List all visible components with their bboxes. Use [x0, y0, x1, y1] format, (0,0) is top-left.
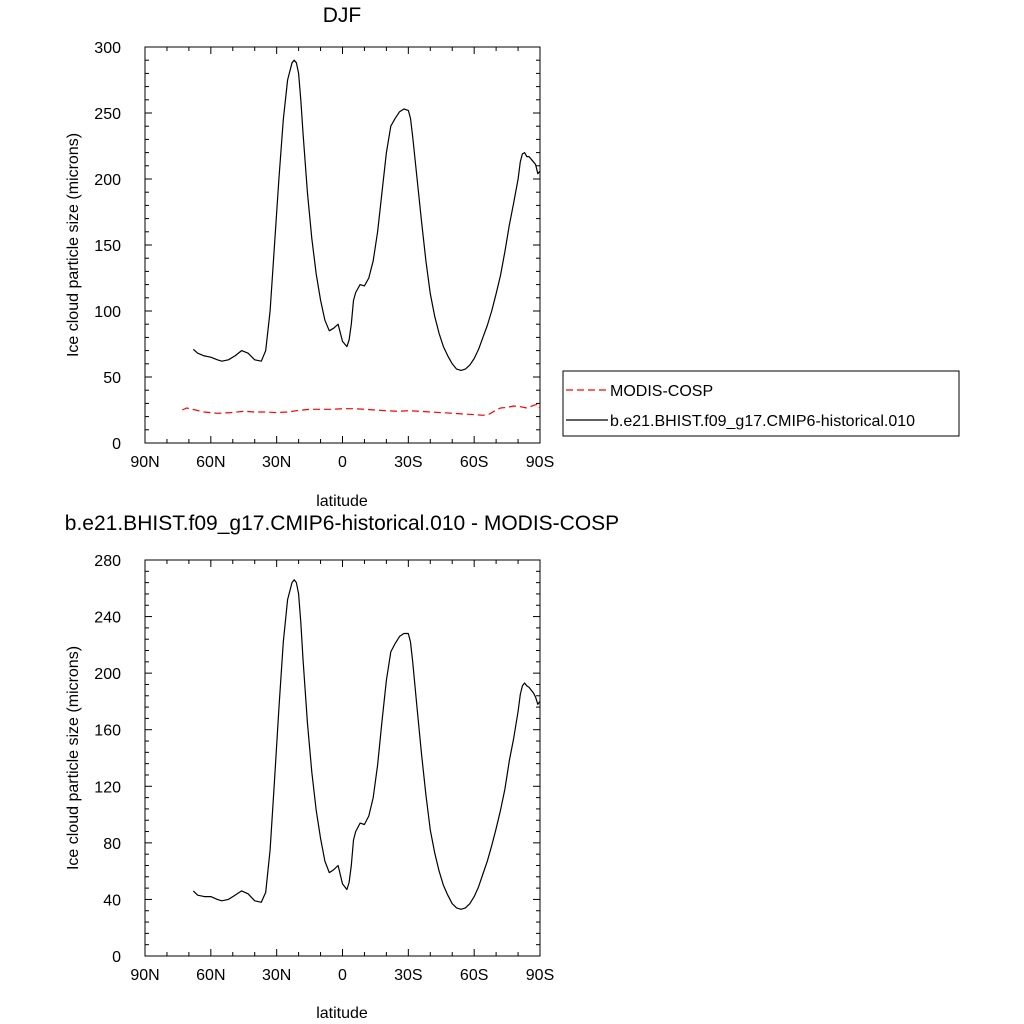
- bottom-x-tick-label: 90N: [130, 967, 159, 984]
- top-y-axis-label: Ice cloud particle size (microns): [65, 133, 82, 357]
- bottom-x-tick-label: 90S: [526, 967, 554, 984]
- bottom-panel: b.e21.BHIST.f09_g17.CMIP6-historical.010…: [65, 512, 619, 1022]
- top-x-tick-label: 0: [338, 454, 347, 471]
- bottom-y-axis-label: Ice cloud particle size (microns): [65, 646, 82, 870]
- bottom-x-tick-label: 30S: [394, 967, 422, 984]
- top-x-tick-label: 90N: [130, 454, 159, 471]
- bottom-x-axis-label: latitude: [316, 1005, 368, 1022]
- bottom-x-tick-label: 60S: [460, 967, 488, 984]
- top-series-line-modis: [182, 403, 541, 416]
- legend-label-model: b.e21.BHIST.f09_g17.CMIP6-historical.010: [610, 413, 915, 430]
- bottom-y-tick-label: 280: [94, 553, 121, 570]
- top-x-tick-label: 60S: [460, 454, 488, 471]
- bottom-y-tick-label: 0: [112, 949, 121, 966]
- bottom-y-tick-label: 200: [94, 666, 121, 683]
- top-x-tick-label: 90S: [526, 454, 554, 471]
- top-y-tick-label: 150: [94, 238, 121, 255]
- top-panel: DJF 90N 60N 30N 0 30S 60S 90S 0 50 100 150 200 250 30…: [65, 4, 554, 510]
- top-y-tick-label: 300: [94, 40, 121, 57]
- top-x-tick-label: 30N: [262, 454, 291, 471]
- bottom-y-tick-label: 40: [103, 892, 121, 909]
- bottom-y-tick-label: 240: [94, 610, 121, 627]
- top-x-tick-label: 60N: [196, 454, 225, 471]
- legend-label-modis: MODIS-COSP: [610, 383, 713, 400]
- top-y-tick-label: 50: [103, 370, 121, 387]
- bottom-x-tick-label: 30N: [262, 967, 291, 984]
- bottom-series-line-model: [192, 579, 541, 910]
- bottom-chart-title: b.e21.BHIST.f09_g17.CMIP6-historical.010…: [65, 512, 619, 535]
- top-x-axis-label: latitude: [316, 493, 368, 510]
- top-plot-frame: [144, 46, 541, 444]
- bottom-x-tick-label: 0: [338, 967, 347, 984]
- bottom-y-tick-label: 120: [94, 779, 121, 796]
- top-series-line-model: [192, 59, 541, 371]
- top-y-tick-label: 100: [94, 304, 121, 321]
- top-chart-title: DJF: [323, 4, 362, 27]
- bottom-y-tick-label: 160: [94, 723, 121, 740]
- bottom-y-tick-label: 80: [103, 836, 121, 853]
- top-y-tick-label: 200: [94, 172, 121, 189]
- top-y-tick-label: 250: [94, 106, 121, 123]
- top-y-tick-label: 0: [112, 436, 121, 453]
- bottom-x-tick-label: 60N: [196, 967, 225, 984]
- legend-frame: [562, 370, 960, 437]
- legend: MODIS-COSP b.e21.BHIST.f09_g17.CMIP6-his…: [562, 370, 960, 437]
- top-x-tick-label: 30S: [394, 454, 422, 471]
